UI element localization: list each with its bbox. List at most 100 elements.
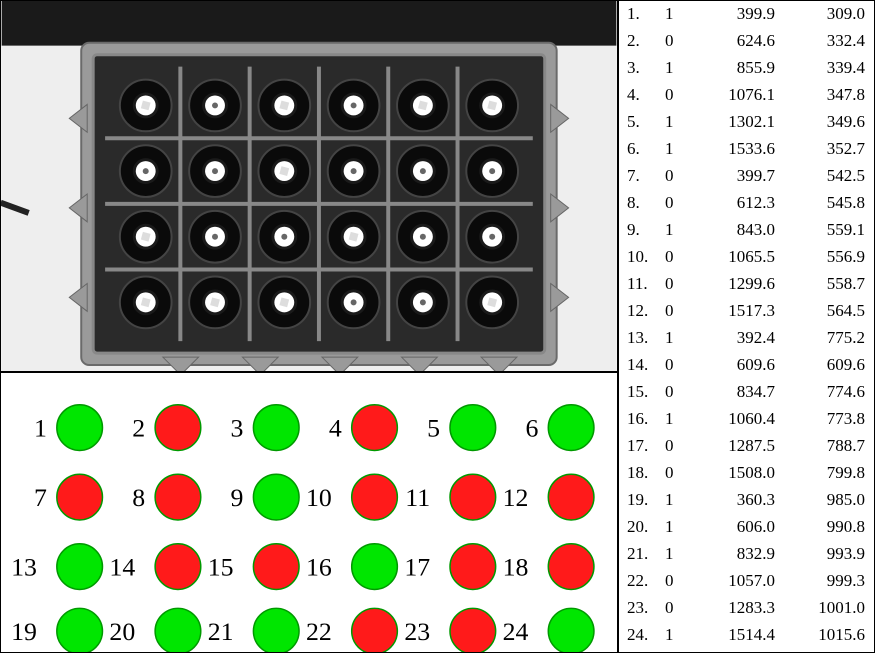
status-circle <box>450 474 496 520</box>
photo-panel <box>0 0 618 372</box>
row-x: 399.7 <box>695 167 775 184</box>
row-index: 8. <box>627 194 665 211</box>
row-flag: 0 <box>665 572 695 589</box>
row-flag: 1 <box>665 113 695 130</box>
row-flag: 0 <box>665 167 695 184</box>
row-x: 392.4 <box>695 329 775 346</box>
row-x: 855.9 <box>695 59 775 76</box>
row-x: 1517.3 <box>695 302 775 319</box>
row-flag: 1 <box>665 626 695 643</box>
table-row: 24.11514.41015.6 <box>627 626 868 653</box>
status-circle <box>352 544 398 590</box>
row-y: 799.8 <box>785 464 865 481</box>
table-row: 18.01508.0 799.8 <box>627 464 868 491</box>
row-flag: 1 <box>665 59 695 76</box>
status-label: 2 <box>132 414 145 443</box>
row-y: 773.8 <box>785 410 865 427</box>
status-label: 17 <box>404 553 430 582</box>
row-y: 339.4 <box>785 59 865 76</box>
diagram-panel: 123456789101112131415161718192021222324 <box>0 372 618 653</box>
table-row: 22.01057.0999.3 <box>627 572 868 599</box>
row-flag: 1 <box>665 221 695 238</box>
row-x: 606.0 <box>695 518 775 535</box>
status-circle <box>253 474 299 520</box>
row-flag: 0 <box>665 437 695 454</box>
row-y: 564.5 <box>785 302 865 319</box>
row-y: 332.4 <box>785 32 865 49</box>
row-y: 609.6 <box>785 356 865 373</box>
row-y: 347.8 <box>785 86 865 103</box>
status-circle <box>548 544 594 590</box>
row-y: 775.2 <box>785 329 865 346</box>
status-circle <box>548 405 594 451</box>
status-label: 24 <box>503 617 529 646</box>
row-x: 1076.1 <box>695 86 775 103</box>
row-flag: 0 <box>665 464 695 481</box>
row-index: 1. <box>627 5 665 22</box>
status-label: 1 <box>34 414 47 443</box>
table-row: 1.1399.9309.0 <box>627 5 868 32</box>
row-index: 20. <box>627 518 665 535</box>
row-x: 1287.5 <box>695 437 775 454</box>
row-x: 1508.0 <box>695 464 775 481</box>
status-label: 22 <box>306 617 332 646</box>
row-flag: 1 <box>665 140 695 157</box>
status-label: 9 <box>231 483 244 512</box>
status-label: 7 <box>34 483 47 512</box>
row-index: 3. <box>627 59 665 76</box>
row-x: 1514.4 <box>695 626 775 643</box>
row-flag: 1 <box>665 545 695 562</box>
row-flag: 1 <box>665 329 695 346</box>
status-circle <box>155 544 201 590</box>
row-x: 1060.4 <box>695 410 775 427</box>
row-y: 352.7 <box>785 140 865 157</box>
row-x: 832.9 <box>695 545 775 562</box>
status-circle <box>155 608 201 652</box>
row-flag: 0 <box>665 86 695 103</box>
status-label: 10 <box>306 483 332 512</box>
row-x: 1533.6 <box>695 140 775 157</box>
status-label: 13 <box>11 553 37 582</box>
row-index: 6. <box>627 140 665 157</box>
table-row: 12.01517.3564.5 <box>627 302 868 329</box>
row-y: 558.7 <box>785 275 865 292</box>
row-x: 612.3 <box>695 194 775 211</box>
status-label: 4 <box>329 414 342 443</box>
row-flag: 0 <box>665 356 695 373</box>
row-index: 12. <box>627 302 665 319</box>
row-y: 545.8 <box>785 194 865 211</box>
row-index: 18. <box>627 464 665 481</box>
row-x: 1302.1 <box>695 113 775 130</box>
row-index: 19. <box>627 491 665 508</box>
status-label: 12 <box>503 483 529 512</box>
row-flag: 1 <box>665 491 695 508</box>
status-circle <box>450 544 496 590</box>
row-y: 993.9 <box>785 545 865 562</box>
status-label: 6 <box>525 414 538 443</box>
row-index: 10. <box>627 248 665 265</box>
status-circle <box>253 405 299 451</box>
row-y: 1001.0 <box>785 599 865 616</box>
row-x: 360.3 <box>695 491 775 508</box>
row-y: 990.8 <box>785 518 865 535</box>
status-label: 11 <box>405 483 430 512</box>
crate-photo <box>1 1 617 371</box>
table-row: 7.0399.7542.5 <box>627 167 868 194</box>
row-flag: 1 <box>665 5 695 22</box>
row-index: 22. <box>627 572 665 589</box>
status-label: 5 <box>427 414 440 443</box>
row-flag: 1 <box>665 518 695 535</box>
status-label: 19 <box>11 617 37 646</box>
row-index: 14. <box>627 356 665 373</box>
status-label: 8 <box>132 483 145 512</box>
status-label: 16 <box>306 553 332 582</box>
row-x: 1057.0 <box>695 572 775 589</box>
table-row: 17.01287.5788.7 <box>627 437 868 464</box>
row-flag: 0 <box>665 383 695 400</box>
row-flag: 0 <box>665 194 695 211</box>
status-circle <box>352 405 398 451</box>
status-label: 23 <box>404 617 430 646</box>
row-x: 1065.5 <box>695 248 775 265</box>
row-index: 13. <box>627 329 665 346</box>
status-label: 21 <box>208 617 234 646</box>
